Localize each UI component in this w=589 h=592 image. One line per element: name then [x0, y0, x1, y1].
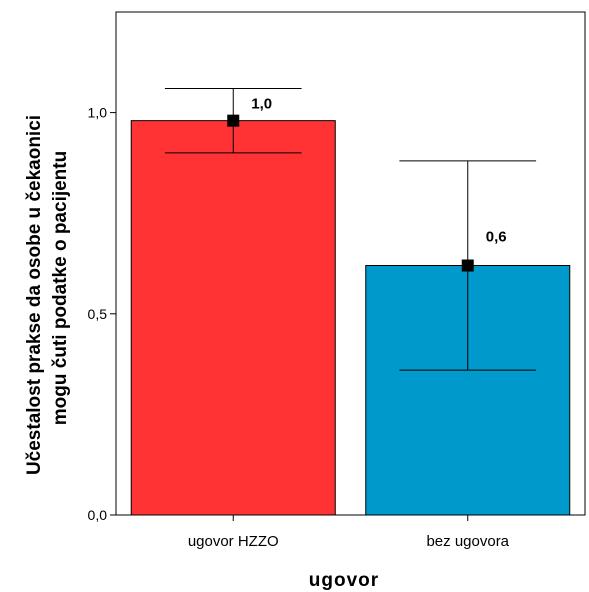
y-tick-label: 1,0	[88, 105, 108, 121]
bar-1	[130, 120, 336, 516]
data-label: 0,6	[486, 229, 507, 246]
data-labels-group: 1,0 0,6	[251, 96, 506, 246]
mean-marker	[227, 114, 240, 127]
mean-marker	[461, 259, 474, 272]
x-axis: ugovor HZZO bez ugovora	[188, 515, 510, 550]
y-axis-title-line2: mogu čuti podatke o pacijentu	[50, 151, 71, 425]
y-tick-label: 0,5	[88, 306, 108, 322]
x-axis-title: ugovor	[309, 570, 379, 591]
y-axis-title-line1: Učestalost prakse da osobe u čekaonici	[24, 115, 45, 475]
x-category-label: ugovor HZZO	[188, 533, 279, 550]
x-category-label: bez ugovora	[426, 533, 509, 550]
y-tick-label: 0,0	[88, 507, 108, 523]
y-axis: 0,0 0,5 1,0	[88, 105, 116, 523]
error-bars-group	[164, 87, 537, 371]
data-label: 1,0	[251, 96, 272, 113]
